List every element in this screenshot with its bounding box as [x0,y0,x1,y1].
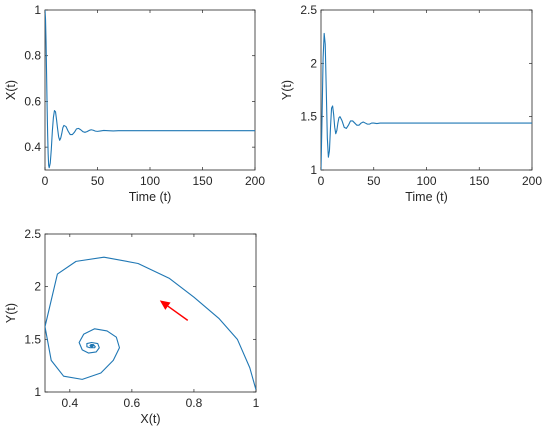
bottom-ylabel: Y(t) [4,303,18,323]
top-right-xlabel: Time (t) [405,190,448,204]
bottom-plot: 0.4 0.6 0.8 1 1 1.5 2 2.5 X(t) Y(t) [4,227,260,426]
top-left-xtick-label: 100 [140,174,160,188]
top-right-plot: 0 50 100 150 200 1 1.5 2 2.5 Time (t) Y(t) [280,3,542,204]
top-left-xtick-label: 150 [192,174,212,188]
top-right-xtick-label: 50 [367,174,381,188]
top-right-xtick-label: 150 [469,174,489,188]
bottom-xlabel: X(t) [140,412,160,426]
top-right-series-line [321,32,532,170]
bottom-ytick-label: 1.5 [24,332,41,346]
top-left-ytick-label: 1 [34,3,41,17]
top-left-ytick-label: 0.4 [24,140,41,154]
top-left-series-line [45,10,255,169]
bottom-xtick-label: 0.4 [61,396,78,410]
bottom-xtick-label: 0.8 [186,396,203,410]
top-left-xtick-label: 0 [42,174,49,188]
top-right-ytick-label: 1.5 [300,110,317,124]
top-left-ytick-label: 0.8 [24,49,41,63]
top-left-plot: 0 50 100 150 200 0.4 0.6 0.8 1 Time (t) X(t) [4,3,265,204]
top-right-xtick-label: 0 [318,174,325,188]
bottom-ytick-label: 2 [34,280,41,294]
direction-arrow-shaft [167,305,189,321]
bottom-ytick-label: 2.5 [24,227,41,241]
top-left-xtick-label: 200 [245,174,265,188]
top-left-xtick-label: 50 [91,174,105,188]
bottom-axes-frame [44,233,257,393]
bottom-xtick-label: 1 [253,396,260,410]
top-left-axes-frame [44,9,256,171]
top-right-ytick-label: 2 [310,56,317,70]
direction-arrow-head [159,300,171,310]
top-right-axes-frame [320,9,533,171]
bottom-xtick-label: 0.6 [124,396,141,410]
bottom-series-line [45,256,256,391]
top-right-ytick-label: 1 [310,163,317,177]
bottom-ytick-label: 1 [34,385,41,399]
top-right-xtick-label: 200 [522,174,542,188]
top-left-ylabel: X(t) [4,80,18,100]
top-right-xtick-label: 100 [416,174,436,188]
top-left-xlabel: Time (t) [129,190,172,204]
top-left-ytick-label: 0.6 [24,94,41,108]
top-right-ytick-label: 2.5 [300,3,317,17]
top-right-ylabel: Y(t) [280,80,294,100]
